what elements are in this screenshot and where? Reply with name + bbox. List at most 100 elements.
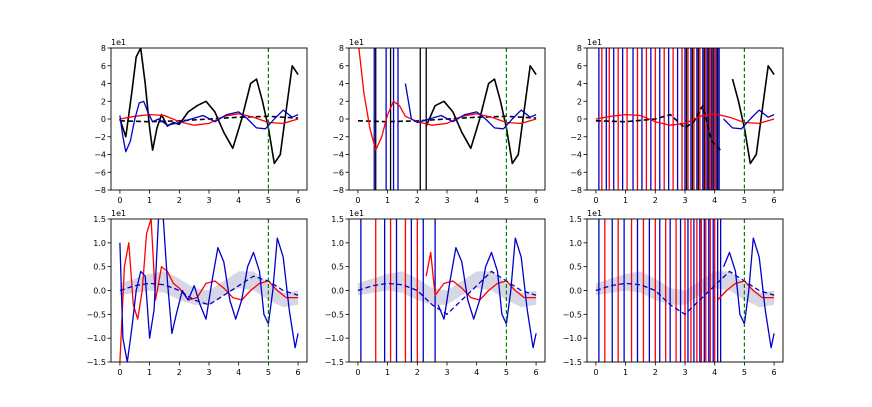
panel-top-middle-ytick-label-3: −2	[332, 133, 344, 142]
panel-top-middle-xtick-label-6: 6	[534, 196, 539, 205]
panel-top-middle-xtick-label-0: 0	[355, 196, 360, 205]
panel-bottom-left-xtick-label-5: 5	[266, 368, 271, 377]
panel-bottom-right-xtick-label-1: 1	[623, 368, 628, 377]
panel-bottom-right-offset-label: 1e1	[587, 209, 602, 218]
panel-bottom-middle-offset-label: 1e1	[349, 209, 364, 218]
panel-bottom-middle-xtick-label-2: 2	[415, 368, 420, 377]
panel-top-right-ytick-label-1: −6	[570, 168, 582, 177]
panel-top-right-ytick-label-5: 2	[577, 97, 582, 106]
panel-bottom-middle-ytick-label-3: 0.0	[331, 287, 344, 296]
panel-bottom-left-plot-area	[119, 219, 299, 362]
panel-bottom-right-ytick-label-2: −0.5	[563, 310, 582, 319]
panel-bottom-middle-xtick-label-3: 3	[444, 368, 449, 377]
panel-bottom-left-uncertainty-band	[119, 271, 299, 308]
panel-bottom-left-xtick-label-1: 1	[147, 368, 152, 377]
panel-top-middle-xtick-label-1: 1	[385, 196, 390, 205]
panel-bottom-right: 0 1 2 3 4 5 6 −1.5 −1.0 −0.5 0.0 0.5 1.0 1.5 1e1	[563, 209, 784, 377]
panel-bottom-left-xtick-label-2: 2	[177, 368, 182, 377]
panel-top-left-series-black-solid-0	[119, 48, 299, 165]
panel-bottom-left-xtick-label-0: 0	[117, 368, 122, 377]
panel-top-left-xtick-label-0: 0	[117, 196, 122, 205]
panel-bottom-right-ytick-label-6: 1.5	[569, 215, 582, 224]
panel-top-middle-ytick-label-6: 4	[339, 80, 344, 89]
panel-top-left-offset-label: 1e1	[111, 38, 126, 47]
panel-top-left-ytick-label-2: −4	[94, 151, 106, 160]
panel-bottom-right-series-blue-solid-2	[722, 237, 775, 349]
panel-bottom-right-xtick-label-5: 5	[742, 368, 747, 377]
panel-bottom-left-ytick-label-3: 0.0	[93, 287, 106, 296]
panel-bottom-middle-series-blue-solid-2	[437, 237, 537, 349]
panel-top-right-offset-label: 1e1	[587, 38, 602, 47]
panel-top-left-xtick-label-5: 5	[266, 196, 271, 205]
panel-top-right-ytick-label-0: −8	[570, 186, 582, 195]
panel-top-middle-plot-area	[357, 48, 537, 190]
panel-bottom-middle-ytick-label-5: 1.0	[331, 239, 344, 248]
panel-top-middle-offset-label: 1e1	[349, 38, 364, 47]
panel-bottom-middle-plot-area	[357, 219, 537, 362]
panel-top-right-xtick-label-5: 5	[742, 196, 747, 205]
panel-bottom-left-xtick-label-6: 6	[296, 368, 301, 377]
panel-bottom-left-xtick-label-3: 3	[206, 368, 211, 377]
panel-top-middle-xtick-label-5: 5	[504, 196, 509, 205]
panel-top-right-ytick-label-3: −2	[570, 133, 582, 142]
panel-bottom-middle-xtick-label-0: 0	[355, 368, 360, 377]
panel-top-middle-ytick-label-1: −6	[332, 168, 344, 177]
panel-top-middle-ytick-label-8: 8	[339, 44, 344, 53]
panel-top-left-ytick-label-6: 4	[101, 80, 106, 89]
panel-bottom-middle-ytick-label-2: −0.5	[325, 310, 344, 319]
panel-top-left-ytick-label-7: 6	[101, 62, 106, 71]
panel-top-middle-ytick-label-4: 0	[339, 115, 344, 124]
panel-bottom-middle-xtick-label-5: 5	[504, 368, 509, 377]
panel-bottom-left-series-blue-solid-2	[119, 219, 299, 362]
panel-top-middle-xtick-label-4: 4	[474, 196, 479, 205]
panel-top-right-plot-area	[595, 48, 775, 190]
panel-bottom-middle-ytick-label-1: −1.0	[325, 334, 344, 343]
panel-bottom-middle-xtick-label-1: 1	[385, 368, 390, 377]
panel-bottom-right-ytick-label-5: 1.0	[569, 239, 582, 248]
panel-bottom-right-xtick-label-4: 4	[712, 368, 717, 377]
panel-top-right-xtick-label-6: 6	[772, 196, 777, 205]
panel-bottom-left-ytick-label-5: 1.0	[93, 239, 106, 248]
panel-top-left-series-blue-solid-3	[119, 100, 299, 153]
panel-top-left-xtick-label-4: 4	[236, 196, 241, 205]
panel-top-left-xtick-label-3: 3	[206, 196, 211, 205]
panel-top-left-ytick-label-8: 8	[101, 44, 106, 53]
panel-top-middle-series-black-solid-0	[425, 65, 537, 165]
panel-bottom-right-plot-area	[595, 219, 775, 362]
panel-bottom-right-ytick-label-0: −1.5	[563, 358, 582, 367]
panel-bottom-right-uncertainty-band	[595, 271, 775, 308]
panel-bottom-left-xtick-label-4: 4	[236, 368, 241, 377]
panel-top-left-ytick-label-5: 2	[101, 97, 106, 106]
panel-top-right-series-black-solid-0	[731, 65, 775, 165]
panel-top-right-xtick-label-4: 4	[712, 196, 717, 205]
panel-top-middle-ytick-label-2: −4	[332, 151, 344, 160]
panel-top-right-series-blue-solid-3	[723, 109, 775, 130]
panel-top-right: 0 1 2 3 4 5 6 −8 −6 −4 −2 0 2 4 6 8 1e1	[570, 38, 784, 205]
panel-bottom-left-offset-label: 1e1	[111, 209, 126, 218]
panel-bottom-middle-ytick-label-6: 1.5	[331, 215, 344, 224]
panel-bottom-middle-xtick-label-4: 4	[474, 368, 479, 377]
panel-top-right-xtick-label-0: 0	[593, 196, 598, 205]
panel-top-middle-series-blue-solid-3	[404, 83, 537, 130]
panel-bottom-middle-uncertainty-band	[357, 271, 537, 308]
panel-top-right-ytick-label-2: −4	[570, 151, 582, 160]
panel-top-right-xtick-label-2: 2	[653, 196, 658, 205]
panel-top-right-ytick-label-7: 6	[577, 62, 582, 71]
panel-bottom-middle-ytick-label-0: −1.5	[325, 358, 344, 367]
panel-bottom-left-ytick-label-1: −1.0	[87, 334, 106, 343]
panel-bottom-right-ytick-label-4: 0.5	[569, 263, 582, 272]
panel-bottom-middle-xtick-label-6: 6	[534, 368, 539, 377]
panel-top-right-ytick-label-6: 4	[577, 80, 582, 89]
panel-top-right-xtick-label-3: 3	[682, 196, 687, 205]
panel-bottom-left-ytick-label-0: −1.5	[87, 358, 106, 367]
panel-top-middle: 0 1 2 3 4 5 6 −8 −6 −4 −2 0 2 4 6 8 1e1	[332, 38, 546, 205]
panel-top-left-ytick-label-0: −8	[94, 186, 106, 195]
panel-bottom-right-xtick-label-0: 0	[593, 368, 598, 377]
panel-top-right-ytick-label-4: 0	[577, 115, 582, 124]
panel-top-left-plot-area	[119, 48, 299, 190]
panel-top-middle-ytick-label-7: 6	[339, 62, 344, 71]
panel-bottom-middle-ytick-label-4: 0.5	[331, 263, 344, 272]
panel-bottom-left-ytick-label-6: 1.5	[93, 215, 106, 224]
